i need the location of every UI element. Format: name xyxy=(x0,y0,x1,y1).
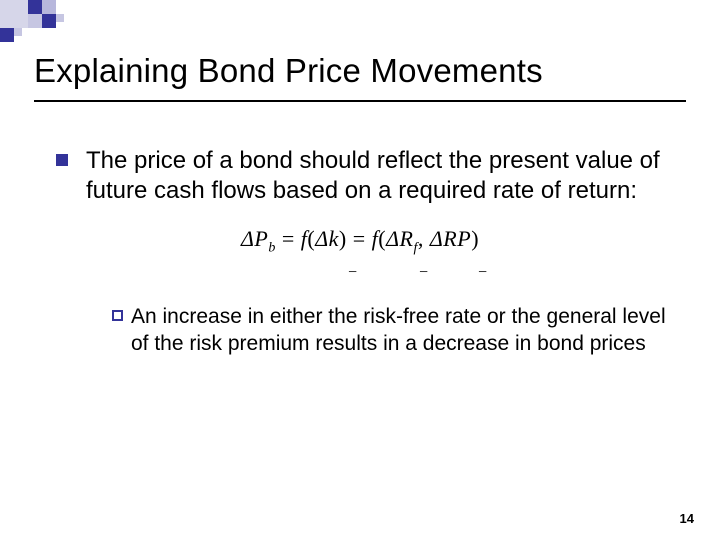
bullet-marker-icon xyxy=(56,154,68,166)
main-bullet: The price of a bond should reflect the p… xyxy=(34,146,686,206)
main-bullet-text: The price of a bond should reflect the p… xyxy=(86,146,676,206)
page-number: 14 xyxy=(680,511,694,526)
formula-block: ΔPb = f(Δk) = f(ΔRf, ΔRP) − − − xyxy=(34,226,686,282)
slide-title: Explaining Bond Price Movements xyxy=(34,52,686,90)
formula-expression: ΔPb = f(Δk) = f(ΔRf, ΔRP) xyxy=(241,226,479,256)
formula-signs: − − − xyxy=(34,264,686,282)
sub-bullet: An increase in either the risk-free rate… xyxy=(34,304,686,357)
sub-bullet-marker-icon xyxy=(112,310,123,321)
sub-bullet-text: An increase in either the risk-free rate… xyxy=(131,304,671,357)
corner-decoration xyxy=(0,0,120,45)
title-underline xyxy=(34,100,686,102)
